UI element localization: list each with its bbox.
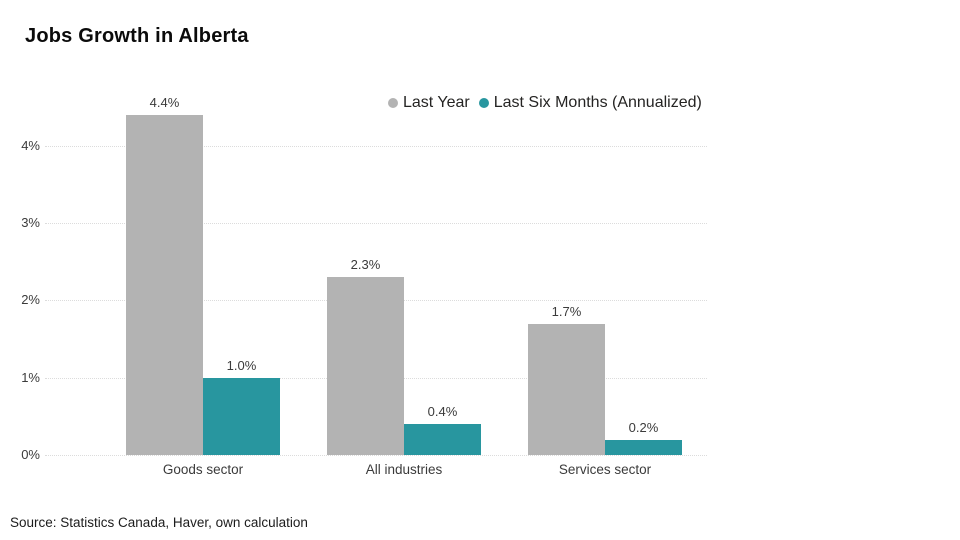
bar-teal-2 [605,439,682,455]
y-axis-tick-label: 4% [21,137,40,153]
bar-value-label: 4.4% [149,94,180,110]
legend-label: Last Year [403,94,470,111]
bar-teal-0 [203,377,280,455]
chart-title: Jobs Growth in Alberta [25,25,249,47]
gridline-3% [45,223,707,225]
bar-gray-1 [327,277,404,455]
bar-value-label: 1.0% [226,357,257,373]
legend-item-gray: Last Year [388,94,470,112]
bar-value-label: 0.2% [628,419,659,435]
bar-value-label: 2.3% [350,257,381,273]
x-axis-category-label: All industries [365,462,443,477]
legend-label: Last Six Months (Annualized) [493,94,702,111]
source-note: Source: Statistics Canada, Haver, own ca… [10,515,308,530]
bar-teal-1 [404,424,481,455]
x-axis-category-label: Goods sector [162,462,244,477]
bar-value-label: 1.7% [551,303,582,319]
gridline-0% [45,455,707,456]
legend: Last Year Last Six Months (Annualized) [388,94,702,112]
bar-value-label: 0.4% [427,404,458,420]
legend-item-teal: Last Six Months (Annualized) [478,94,702,112]
y-axis-tick-label: 3% [21,215,40,231]
bar-gray-0 [126,114,203,455]
bar-gray-2 [528,323,605,455]
legend-dot-icon [478,98,489,108]
x-axis-category-label: Services sector [558,462,652,477]
y-axis-tick-label: 2% [21,292,40,308]
legend-dot-icon [388,98,398,108]
gridline-4% [45,145,707,147]
y-axis-tick-label: 1% [21,369,40,385]
y-axis-tick-label: 0% [21,447,40,462]
